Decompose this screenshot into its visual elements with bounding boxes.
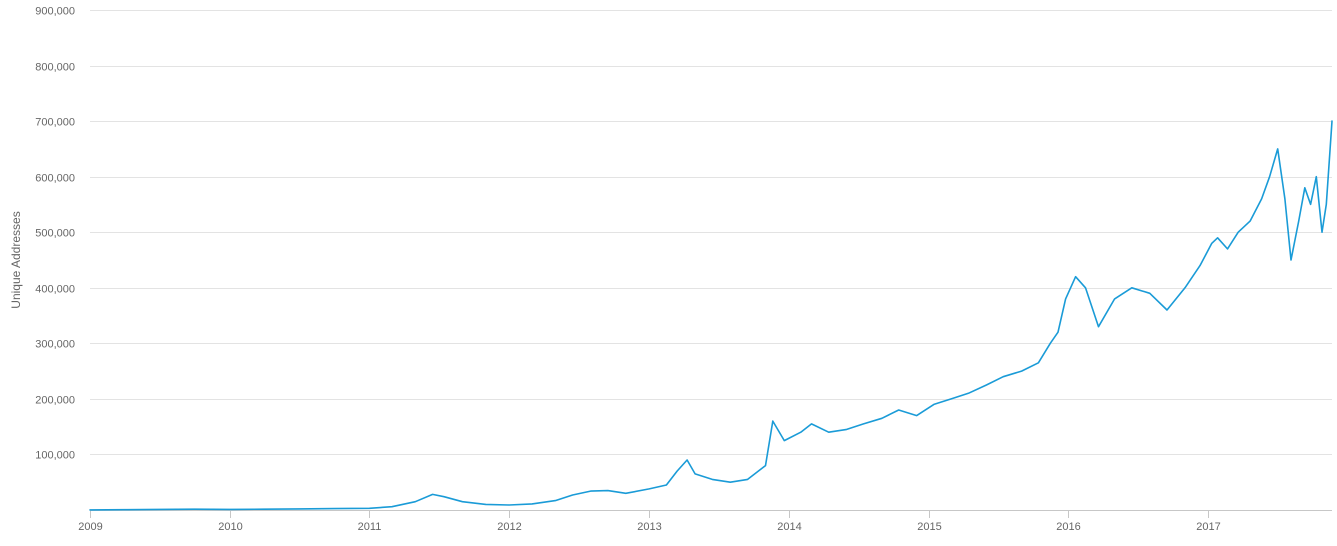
y-tick-label: 500,000 (35, 228, 75, 240)
y-tick-label: 700,000 (35, 117, 75, 129)
x-tick-label: 2009 (78, 521, 102, 533)
x-tick-label: 2014 (777, 521, 801, 533)
grid-lines (90, 10, 1332, 455)
y-tick-label: 300,000 (35, 339, 75, 351)
x-tick-label: 2010 (218, 521, 242, 533)
x-tick-label: 2012 (497, 521, 521, 533)
y-tick-label: 900,000 (35, 6, 75, 18)
axes (90, 510, 1332, 518)
y-tick-label: 200,000 (35, 395, 75, 407)
y-tick-label: 600,000 (35, 173, 75, 185)
y-tick-label: 400,000 (35, 284, 75, 296)
x-tick-label: 2011 (358, 521, 382, 533)
y-axis-title: Unique Addresses (9, 211, 23, 308)
series-layer (89, 120, 1333, 511)
y-tick-label: 800,000 (35, 62, 75, 74)
x-tick-label: 2015 (917, 521, 941, 533)
series-line (89, 120, 1333, 511)
x-tick-label: 2017 (1196, 521, 1220, 533)
x-tick-label: 2016 (1056, 521, 1080, 533)
tick-labels: 100,000 200,000 300,000 400,000 500,000 600,0… (35, 6, 1221, 534)
y-tick-label: 100,000 (35, 450, 75, 462)
x-tick-label: 2013 (637, 521, 661, 533)
